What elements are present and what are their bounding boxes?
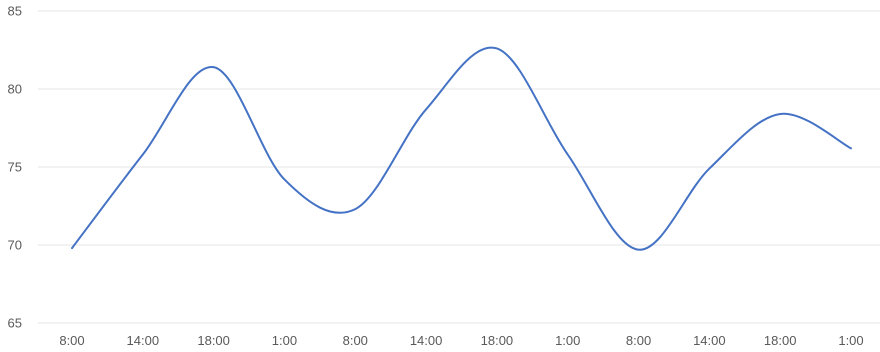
data-point [211, 64, 217, 70]
x-tick-label: 1:00 [272, 333, 297, 348]
x-tick-label: 14:00 [693, 333, 726, 348]
x-tick-label: 18:00 [481, 333, 514, 348]
x-tick-label: 8:00 [343, 333, 368, 348]
y-tick-label: 75 [8, 160, 22, 175]
x-tick-label: 1:00 [838, 333, 863, 348]
data-point [494, 45, 500, 51]
data-point [706, 166, 712, 172]
data-point [423, 106, 429, 112]
series-group [69, 45, 854, 253]
data-point [636, 247, 642, 253]
x-tick-label: 18:00 [764, 333, 797, 348]
y-tick-label: 85 [8, 4, 22, 19]
data-point [352, 206, 358, 212]
x-tick-label: 8:00 [626, 333, 651, 348]
data-point [281, 176, 287, 182]
x-tick-label: 18:00 [197, 333, 230, 348]
x-tick-label: 1:00 [555, 333, 580, 348]
data-point [848, 145, 854, 151]
gridlines [38, 10, 880, 324]
data-point [565, 152, 571, 158]
data-point [140, 152, 146, 158]
series-line [71, 46, 852, 251]
x-axis: 8:00 14:00 18:00 1:00 8:00 14:00 18:00 1:00 8:00… [59, 333, 863, 348]
data-point [777, 111, 783, 117]
x-tick-label: 8:00 [59, 333, 84, 348]
y-tick-label: 65 [8, 316, 22, 331]
y-axis: 65 70 75 80 85 [8, 4, 22, 331]
x-tick-label: 14:00 [127, 333, 160, 348]
y-tick-label: 70 [8, 238, 22, 253]
y-tick-label: 80 [8, 82, 22, 97]
x-tick-label: 14:00 [410, 333, 443, 348]
data-point [69, 245, 75, 251]
